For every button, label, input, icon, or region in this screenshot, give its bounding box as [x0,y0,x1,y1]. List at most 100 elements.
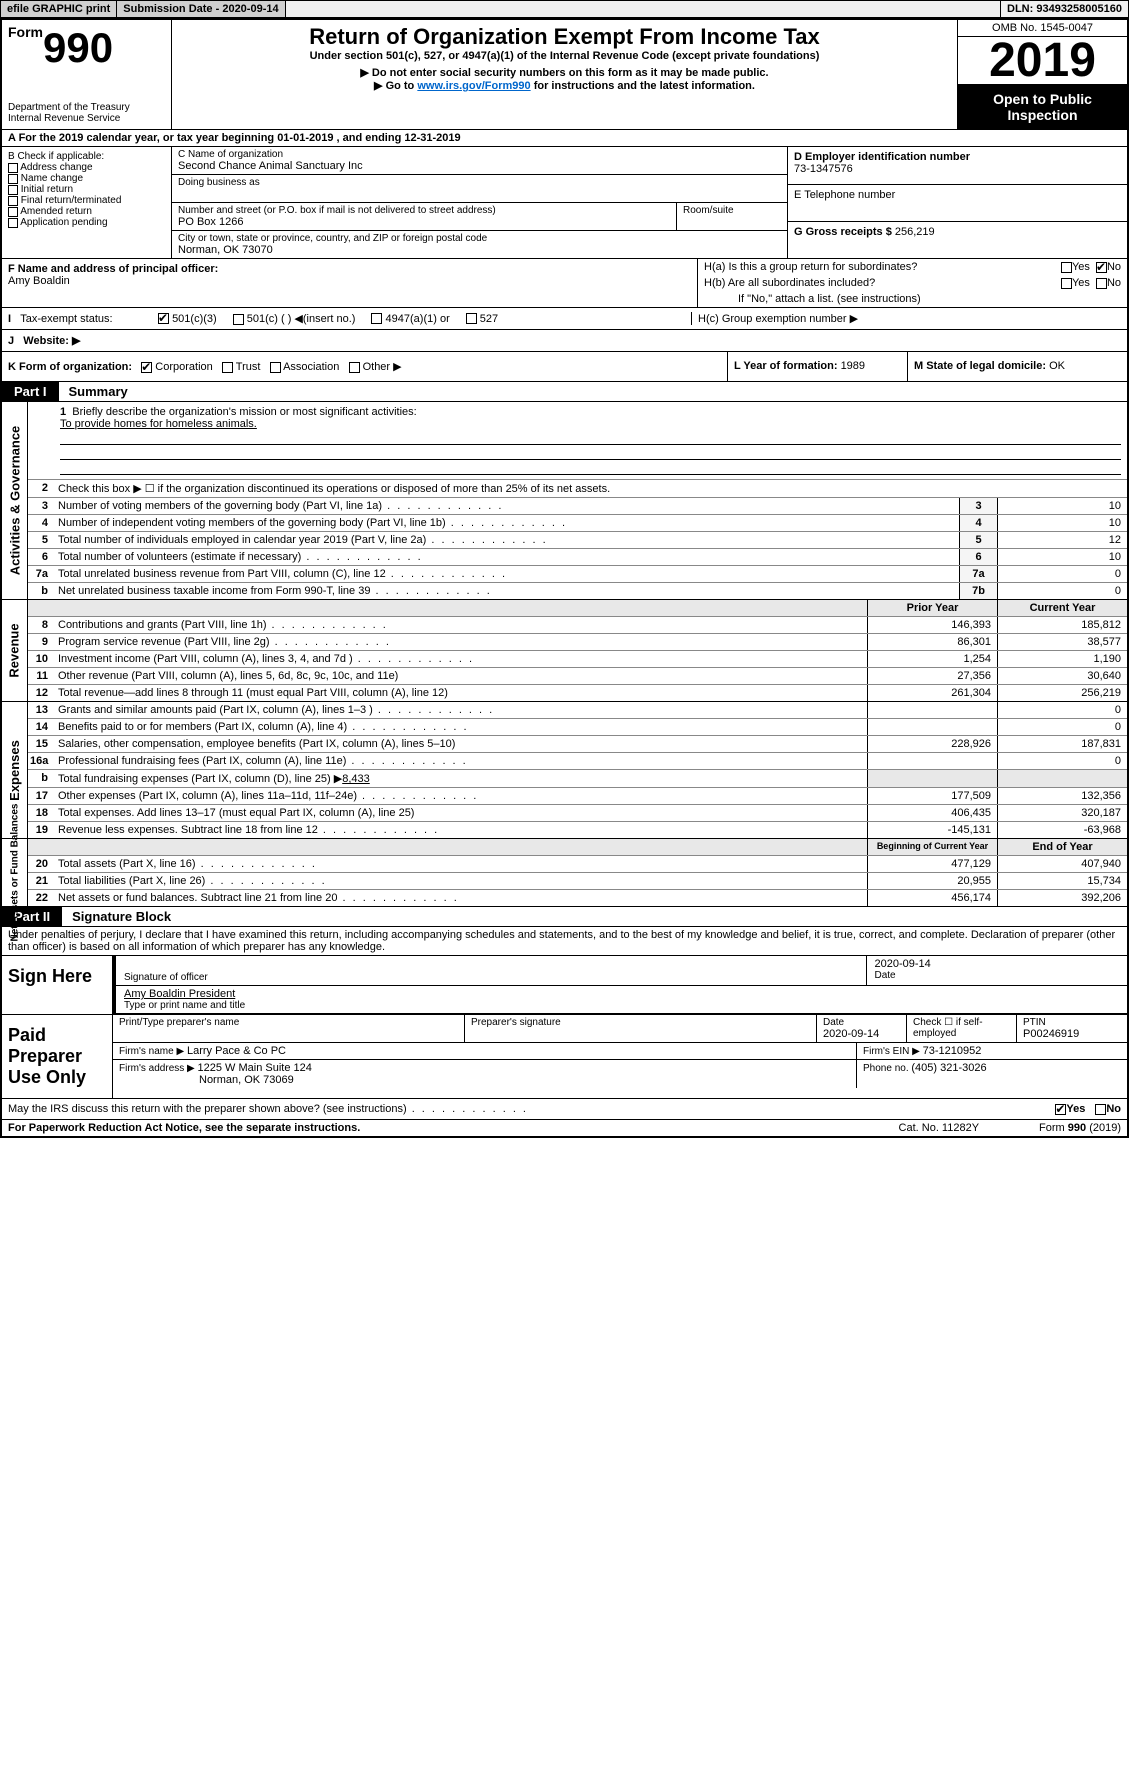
discuss-label: May the IRS discuss this return with the… [8,1103,1055,1115]
l6-text: Total number of volunteers (estimate if … [54,549,959,565]
ha-label: H(a) Is this a group return for subordin… [704,261,1061,273]
l4-val: 10 [997,515,1127,531]
l18-text: Total expenses. Add lines 13–17 (must eq… [54,805,867,821]
l8-prior: 146,393 [867,617,997,633]
col-current: Current Year [997,600,1127,616]
hb-note: If "No," attach a list. (see instruction… [698,291,1127,307]
pra-notice: For Paperwork Reduction Act Notice, see … [8,1122,360,1134]
warn-ssn: ▶ Do not enter social security numbers o… [182,66,947,79]
l17-text: Other expenses (Part IX, column (A), lin… [54,788,867,804]
ha-no[interactable]: No [1096,261,1121,273]
cb-assoc[interactable]: Association [270,361,340,373]
l19-text: Revenue less expenses. Subtract line 18 … [54,822,867,838]
i-label: I Tax-exempt status: [8,313,158,325]
l16a-prior [867,753,997,769]
firm-ein: 73-1210952 [923,1045,982,1057]
open-to-public: Open to Public Inspection [958,85,1127,129]
l9-prior: 86,301 [867,634,997,650]
l13-prior [867,702,997,718]
l15-curr: 187,831 [997,736,1127,752]
l8-text: Contributions and grants (Part VIII, lin… [54,617,867,633]
form-subtitle: Under section 501(c), 527, or 4947(a)(1)… [182,50,947,62]
efile-label: efile GRAPHIC print [1,1,117,17]
firm-phone: (405) 321-3026 [911,1062,986,1074]
prep-date-label: Date [823,1017,900,1028]
cb-other[interactable]: Other ▶ [349,361,402,373]
col-beginning: Beginning of Current Year [867,839,997,855]
part2-title: Signature Block [62,907,181,926]
prep-selfemp[interactable]: Check ☐ if self-employed [907,1015,1017,1042]
gross-receipts: 256,219 [895,226,935,238]
l4-text: Number of independent voting members of … [54,515,959,531]
l11-text: Other revenue (Part VIII, column (A), li… [54,668,867,684]
l16a-text: Professional fundraising fees (Part IX, … [54,753,867,769]
firm-ein-label: Firm's EIN ▶ [863,1046,923,1057]
sig-date-label: Date [875,970,1120,981]
discuss-yes[interactable]: Yes [1055,1103,1085,1115]
ptin-value: P00246919 [1023,1028,1121,1040]
sig-date: 2020-09-14 [875,958,1120,970]
cb-name-change[interactable]: Name change [8,173,165,184]
cb-501c[interactable]: 501(c) ( ) ◀(insert no.) [233,312,356,325]
ha-yes[interactable]: Yes [1061,261,1090,273]
sig-officer-label: Signature of officer [124,972,858,983]
l22-beg: 456,174 [867,890,997,906]
firm-addr-label: Firm's address ▶ [119,1063,198,1074]
irs-link[interactable]: www.irs.gov/Form990 [417,80,530,92]
l9-curr: 38,577 [997,634,1127,650]
officer-name: Amy Boaldin [8,275,691,287]
form-title: Return of Organization Exempt From Incom… [182,24,947,50]
l10-prior: 1,254 [867,651,997,667]
cb-app-pending[interactable]: Application pending [8,217,165,228]
l20-beg: 477,129 [867,856,997,872]
phone-label: Phone no. [863,1063,911,1074]
l13-curr: 0 [997,702,1127,718]
hb-yes[interactable]: Yes [1061,277,1090,289]
dba-label: Doing business as [178,177,781,188]
cb-final-return[interactable]: Final return/terminated [8,195,165,206]
dept-treasury: Department of the Treasury [8,102,165,113]
l7b-text: Net unrelated business taxable income fr… [54,583,959,599]
l22-end: 392,206 [997,890,1127,906]
l9-text: Program service revenue (Part VIII, line… [54,634,867,650]
cb-amended[interactable]: Amended return [8,206,165,217]
l5-val: 12 [997,532,1127,548]
l16a-curr: 0 [997,753,1127,769]
l22-text: Net assets or fund balances. Subtract li… [54,890,867,906]
l14-prior [867,719,997,735]
cb-initial-return[interactable]: Initial return [8,184,165,195]
city-label: City or town, state or province, country… [178,233,781,244]
firm-addr1: 1225 W Main Suite 124 [198,1062,312,1074]
cb-527[interactable]: 527 [466,313,498,325]
side-expenses: Expenses [7,740,22,801]
side-governance: Activities & Governance [7,426,22,576]
cat-number: Cat. No. 11282Y [899,1122,980,1134]
l21-beg: 20,955 [867,873,997,889]
cb-trust[interactable]: Trust [222,361,261,373]
e-phone-label: E Telephone number [788,185,1127,222]
cb-corp[interactable]: Corporation [141,361,213,373]
l16b-text: Total fundraising expenses (Part IX, col… [54,770,867,787]
col-prior: Prior Year [867,600,997,616]
l3-val: 10 [997,498,1127,514]
part1-title: Summary [59,382,138,401]
cb-4947[interactable]: 4947(a)(1) or [371,313,449,325]
l3-text: Number of voting members of the governin… [54,498,959,514]
l15-prior: 228,926 [867,736,997,752]
l11-prior: 27,356 [867,668,997,684]
l21-end: 15,734 [997,873,1127,889]
l15-text: Salaries, other compensation, employee b… [54,736,867,752]
prep-sig-label: Preparer's signature [465,1015,817,1042]
firm-name-label: Firm's name ▶ [119,1046,187,1057]
cb-501c3[interactable]: 501(c)(3) [158,313,217,325]
cb-address-change[interactable]: Address change [8,162,165,173]
l19-prior: -145,131 [867,822,997,838]
g-label: G Gross receipts $ [794,226,895,238]
discuss-no[interactable]: No [1095,1103,1121,1115]
mission-text: To provide homes for homeless animals. [60,418,1121,430]
m-domicile: M State of legal domicile: OK [907,352,1127,381]
addr-label: Number and street (or P.O. box if mail i… [178,205,670,216]
l7b-val: 0 [997,583,1127,599]
l11-curr: 30,640 [997,668,1127,684]
hb-no[interactable]: No [1096,277,1121,289]
